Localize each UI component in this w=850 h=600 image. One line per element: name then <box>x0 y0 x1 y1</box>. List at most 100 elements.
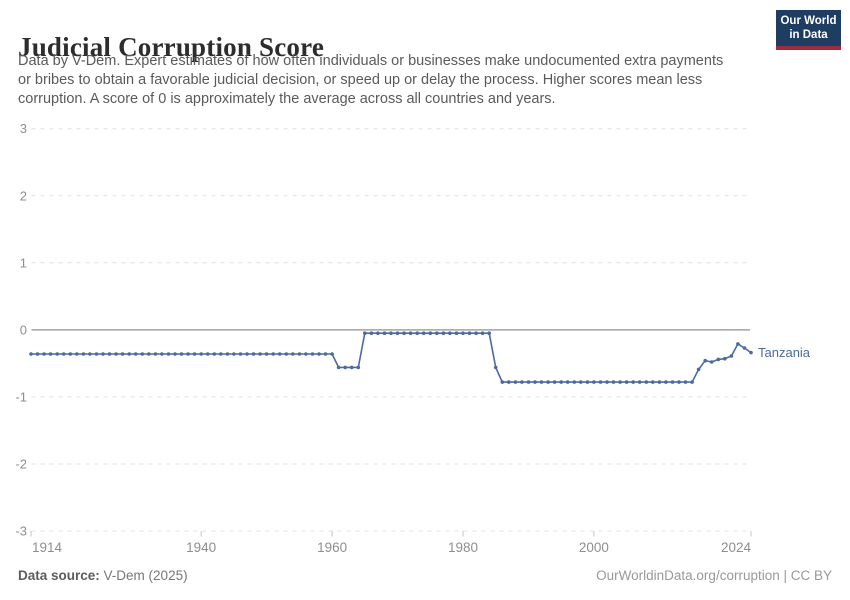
series-point[interactable] <box>467 331 472 335</box>
series-point[interactable] <box>310 352 315 356</box>
series-point[interactable] <box>369 331 374 335</box>
series-point[interactable] <box>127 352 131 356</box>
series-point[interactable] <box>35 352 40 356</box>
series-point[interactable] <box>48 352 53 356</box>
series-point[interactable] <box>160 352 164 356</box>
series-point[interactable] <box>683 380 688 384</box>
series-point[interactable] <box>264 352 269 356</box>
series-point[interactable] <box>179 352 184 356</box>
series-point[interactable] <box>709 360 714 364</box>
series-point[interactable] <box>408 331 413 335</box>
series-point[interactable] <box>749 350 753 355</box>
series-point[interactable] <box>520 380 524 384</box>
series-point[interactable] <box>461 331 465 335</box>
series-point[interactable] <box>133 352 138 356</box>
series-point[interactable] <box>140 352 145 356</box>
series-point[interactable] <box>225 352 230 356</box>
series-point[interactable] <box>624 380 629 384</box>
series-point[interactable] <box>500 380 505 384</box>
series-point[interactable] <box>716 357 721 362</box>
series-point[interactable] <box>88 352 92 356</box>
series-point[interactable] <box>61 352 66 356</box>
series-point[interactable] <box>212 352 217 356</box>
series-point[interactable] <box>336 365 341 370</box>
series-point[interactable] <box>736 342 740 346</box>
series-point[interactable] <box>742 346 747 350</box>
series-point[interactable] <box>546 380 550 384</box>
series-point[interactable] <box>644 380 649 384</box>
series-point[interactable] <box>219 352 223 356</box>
series-point[interactable] <box>304 352 308 356</box>
series-point[interactable] <box>75 352 79 356</box>
series-point[interactable] <box>513 380 518 384</box>
series-point[interactable] <box>55 352 59 356</box>
series-point[interactable] <box>349 365 354 370</box>
series-point[interactable] <box>323 352 328 356</box>
series-point[interactable] <box>565 380 570 384</box>
series-point[interactable] <box>245 352 249 356</box>
series-point[interactable] <box>42 352 46 356</box>
series-line[interactable] <box>31 332 752 383</box>
series-point[interactable] <box>696 367 701 372</box>
series-point[interactable] <box>192 352 197 356</box>
series-point[interactable] <box>251 352 256 356</box>
series-point[interactable] <box>670 380 675 384</box>
series-point[interactable] <box>114 352 118 356</box>
series-point[interactable] <box>232 352 236 356</box>
series-point[interactable] <box>703 358 707 363</box>
series-point[interactable] <box>441 331 446 335</box>
series-point[interactable] <box>153 352 158 356</box>
series-point[interactable] <box>729 354 734 358</box>
series-point[interactable] <box>421 331 426 335</box>
series-point[interactable] <box>605 380 609 384</box>
series-point[interactable] <box>376 331 380 335</box>
series-point[interactable] <box>291 352 295 356</box>
series-point[interactable] <box>533 380 537 384</box>
series-point[interactable] <box>186 352 190 356</box>
series-point[interactable] <box>428 331 433 335</box>
series-point[interactable] <box>382 331 387 335</box>
series-point[interactable] <box>147 352 151 356</box>
series-point[interactable] <box>330 352 334 356</box>
series-point[interactable] <box>657 380 662 384</box>
series-point[interactable] <box>493 365 498 370</box>
entity-label[interactable]: Tanzania <box>758 345 811 360</box>
series-point[interactable] <box>690 380 694 384</box>
series-point[interactable] <box>94 352 99 356</box>
series-point[interactable] <box>435 331 439 335</box>
series-point[interactable] <box>585 380 590 384</box>
series-point[interactable] <box>474 331 478 335</box>
series-point[interactable] <box>363 331 367 335</box>
series-point[interactable] <box>107 352 112 356</box>
series-point[interactable] <box>487 331 492 335</box>
series-point[interactable] <box>29 352 33 356</box>
series-point[interactable] <box>651 380 655 384</box>
series-point[interactable] <box>723 356 727 361</box>
series-point[interactable] <box>205 352 210 356</box>
series-point[interactable] <box>389 331 393 335</box>
series-point[interactable] <box>559 380 563 384</box>
series-point[interactable] <box>356 365 361 370</box>
chart-plot-area[interactable]: 3 2 1 0 -1 -2 -3 1914 1940 1960 1980 2000 2024 Tanzan… <box>0 115 850 575</box>
series-point[interactable] <box>199 352 203 356</box>
series-point[interactable] <box>238 352 243 356</box>
series-point[interactable] <box>277 352 282 356</box>
series-point[interactable] <box>664 380 668 384</box>
series-point[interactable] <box>68 352 73 356</box>
owid-logo[interactable]: Our World in Data <box>776 10 841 50</box>
series-point[interactable] <box>677 380 681 384</box>
series-point[interactable] <box>592 380 596 384</box>
series-point[interactable] <box>297 352 302 356</box>
series-point[interactable] <box>448 331 452 335</box>
series-point[interactable] <box>173 352 177 356</box>
series-point[interactable] <box>526 380 531 384</box>
series-point[interactable] <box>618 380 622 384</box>
series-point[interactable] <box>258 352 262 356</box>
series-point[interactable] <box>579 380 583 384</box>
series-point[interactable] <box>507 380 511 384</box>
series-point[interactable] <box>402 331 406 335</box>
series-point[interactable] <box>611 380 616 384</box>
series-point[interactable] <box>539 380 544 384</box>
credit-link[interactable]: OurWorldinData.org/corruption | CC BY <box>596 568 832 583</box>
series-point[interactable] <box>120 352 125 356</box>
